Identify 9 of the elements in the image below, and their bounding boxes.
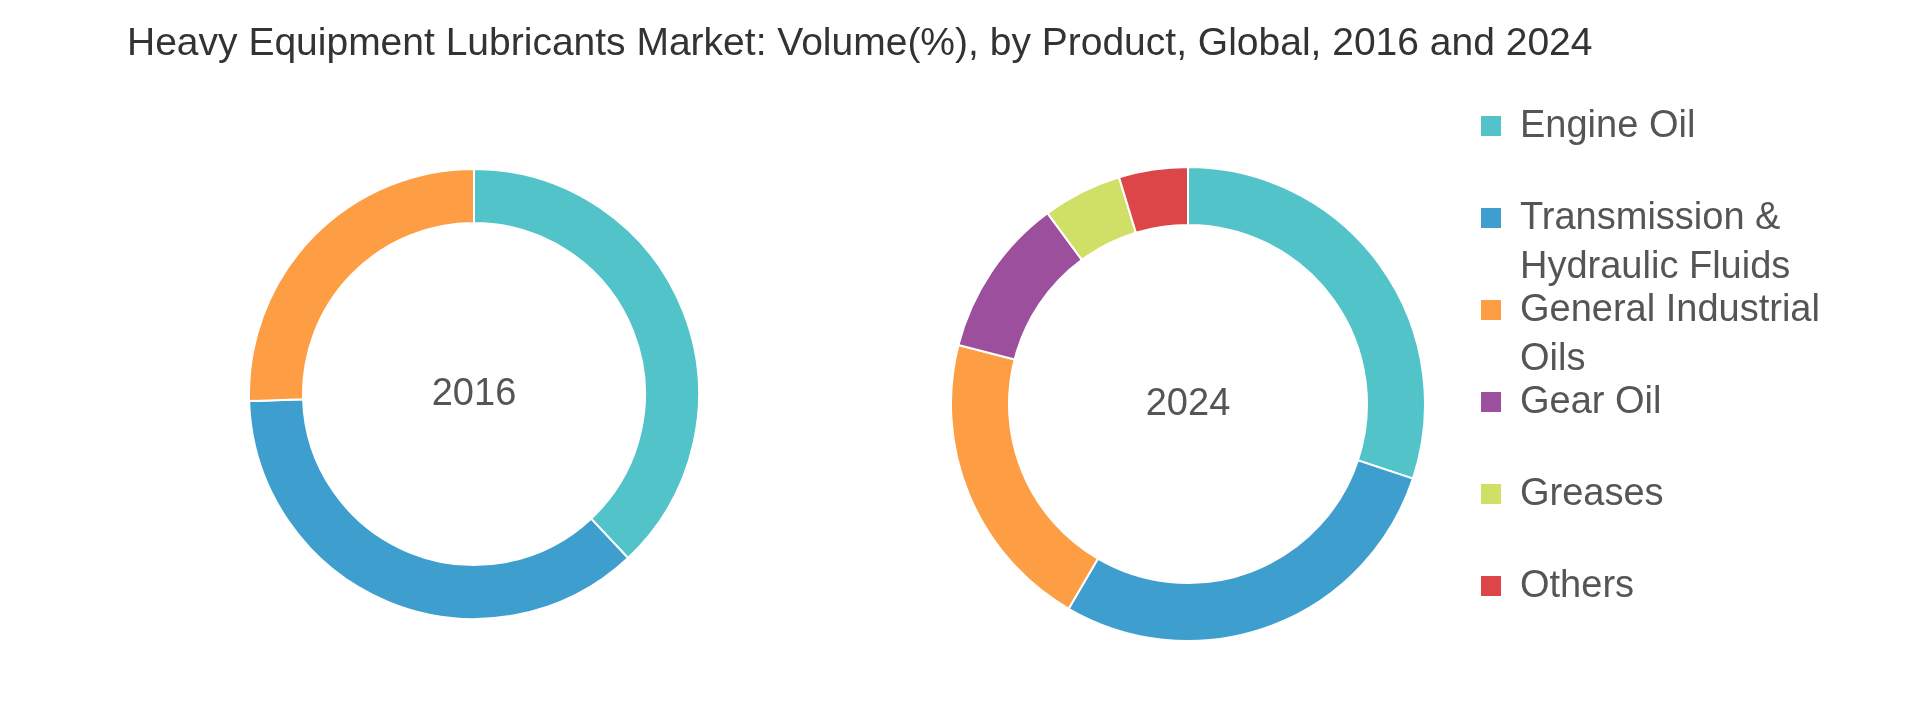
legend-label: Others <box>1520 563 1635 605</box>
legend-label: General Industrial Oils <box>1520 287 1820 378</box>
slice-label: 2024 <box>1145 381 1231 423</box>
slice-label: 2016 <box>431 371 517 413</box>
legend-label: Greases <box>1520 471 1664 513</box>
legend-label: Gear Oil <box>1520 379 1662 421</box>
legend-label: Engine Oil <box>1520 103 1696 145</box>
chart-title: Heavy Equipment Lubricants Market: Volume(%), by Product, Global, 2016 and 2024 <box>127 20 1593 63</box>
legend-label: Transmission & Hydraulic Fluids <box>1520 195 1791 286</box>
